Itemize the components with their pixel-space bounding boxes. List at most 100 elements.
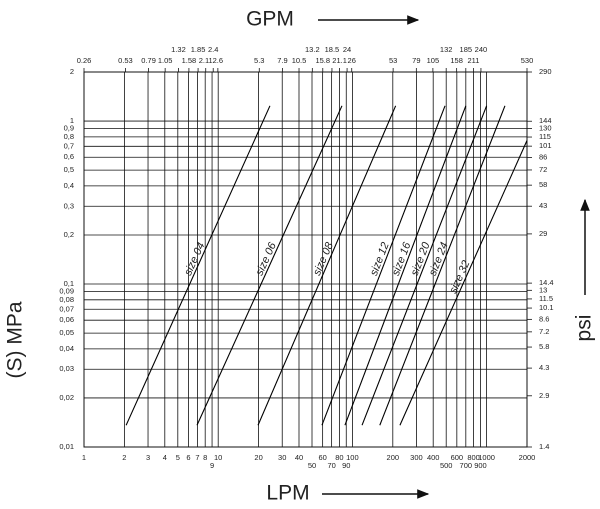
x2-tick-label: 10.5 [292, 56, 307, 65]
x2-tick-label: 24 [343, 45, 351, 54]
y2-tick-label: 86 [539, 152, 547, 161]
y-axis-title: (S) MPa [4, 301, 27, 378]
x-tick-label: 1 [82, 453, 86, 462]
y2-tick-label: 43 [539, 201, 547, 210]
size-line [379, 105, 506, 426]
x2-tick-label: 132 [440, 45, 453, 54]
x-tick-label: 10 [214, 453, 222, 462]
size-line [399, 140, 528, 426]
x2-tick-label: 158 [450, 56, 463, 65]
y2-tick-label: 29 [539, 229, 547, 238]
y2-tick-label: 115 [539, 132, 551, 141]
x-axis-title: LPM [266, 482, 309, 505]
x2-tick-label: 1.32 [171, 45, 186, 54]
y-tick-label: 0,1 [64, 279, 74, 288]
y2-tick-label: 1.4 [539, 442, 549, 451]
y2-tick-label: 13 [539, 285, 547, 294]
size-line [257, 105, 397, 426]
y-tick-label: 2 [70, 67, 74, 76]
x-tick-label: 700 [460, 461, 473, 470]
x-tick-label: 7 [195, 453, 199, 462]
x2-tick-label: 0.79 [141, 56, 156, 65]
y2-tick-label: 58 [539, 180, 547, 189]
x-tick-label: 40 [295, 453, 303, 462]
y-tick-label: 0,8 [64, 132, 74, 141]
size-line [196, 105, 343, 426]
y-tick-label: 1 [70, 116, 74, 125]
y-tick-label: 0,09 [59, 286, 74, 295]
y-tick-label: 0,02 [59, 393, 74, 402]
x2-tick-label: 26 [348, 56, 356, 65]
x-tick-label: 1000 [478, 453, 495, 462]
x2-axis-title: GPM [246, 8, 294, 31]
x-tick-label: 800 [467, 453, 480, 462]
size-line [344, 105, 467, 426]
y2-tick-label: 2.9 [539, 391, 549, 400]
x-tick-label: 900 [474, 461, 487, 470]
y2-tick-label: 290 [539, 67, 552, 76]
x-tick-label: 500 [440, 461, 453, 470]
y2-tick-label: 10.1 [539, 303, 554, 312]
y2-tick-label: 4.3 [539, 363, 549, 372]
x2-tick-label: 530 [521, 56, 534, 65]
y2-axis-title: psi [573, 315, 596, 342]
x2-tick-label: 5.3 [254, 56, 264, 65]
x-tick-label: 2 [122, 453, 126, 462]
y2-tick-label: 144 [539, 116, 552, 125]
x-tick-label: 70 [327, 461, 335, 470]
series-label: size 12 [368, 241, 392, 278]
x-tick-label: 8 [203, 453, 207, 462]
x2-tick-label: 21.1 [332, 56, 347, 65]
series-label: size 06 [254, 240, 280, 278]
x-tick-label: 300 [410, 453, 423, 462]
y-tick-label: 0,04 [59, 344, 74, 353]
x-tick-label: 9 [210, 461, 214, 470]
y2-tick-label: 11.5 [539, 294, 553, 303]
y-tick-label: 0,01 [59, 442, 74, 451]
x2-tick-label: 2.4 [208, 45, 218, 54]
y2-tick-label: 7.2 [539, 327, 549, 336]
y2-tick-label: 8.6 [539, 314, 549, 323]
x2-tick-label: 185 [460, 45, 473, 54]
series-label: size 08 [311, 240, 336, 278]
x2-tick-label: 211 [467, 56, 479, 65]
y2-tick-label: 5.8 [539, 342, 549, 351]
x-tick-label: 2000 [519, 453, 536, 462]
x-tick-label: 60 [318, 453, 326, 462]
y-tick-label: 0,08 [59, 295, 74, 304]
x2-tick-label: 1.05 [158, 56, 173, 65]
y-tick-label: 0,4 [64, 181, 74, 190]
size-line [125, 105, 271, 426]
y-tick-label: 0,2 [64, 230, 74, 239]
y2-tick-label: 72 [539, 165, 547, 174]
y2-tick-label: 130 [539, 123, 552, 132]
plot-frame [83, 71, 528, 448]
y-tick-label: 0,6 [64, 152, 74, 161]
y-tick-label: 0,03 [59, 364, 74, 373]
x2-tick-label: 79 [412, 56, 420, 65]
y-tick-label: 0,3 [64, 201, 74, 210]
x-tick-label: 3 [146, 453, 150, 462]
x-tick-label: 4 [163, 453, 167, 462]
x2-tick-label: 0.53 [118, 56, 133, 65]
x-tick-label: 400 [427, 453, 440, 462]
x2-tick-label: 1.85 [191, 45, 206, 54]
series-label: size 32 [447, 259, 472, 296]
x2-tick-label: 53 [389, 56, 397, 65]
x-tick-label: 90 [342, 461, 350, 470]
y-tick-label: 0,07 [59, 304, 74, 313]
x-tick-label: 80 [335, 453, 343, 462]
y2-tick-label: 101 [539, 141, 552, 150]
x2-tick-label: 2.6 [213, 56, 223, 65]
x-tick-label: 20 [254, 453, 262, 462]
x-tick-label: 200 [387, 453, 400, 462]
x2-tick-label: 2.11 [199, 56, 213, 65]
series-label: size 04 [182, 241, 207, 278]
x2-tick-label: 18.5 [325, 45, 340, 54]
x2-tick-label: 13.2 [305, 45, 320, 54]
y-tick-label: 0,5 [64, 165, 74, 174]
y2-tick-label: 14.4 [539, 278, 554, 287]
x-tick-label: 600 [451, 453, 464, 462]
x-tick-label: 6 [186, 453, 190, 462]
